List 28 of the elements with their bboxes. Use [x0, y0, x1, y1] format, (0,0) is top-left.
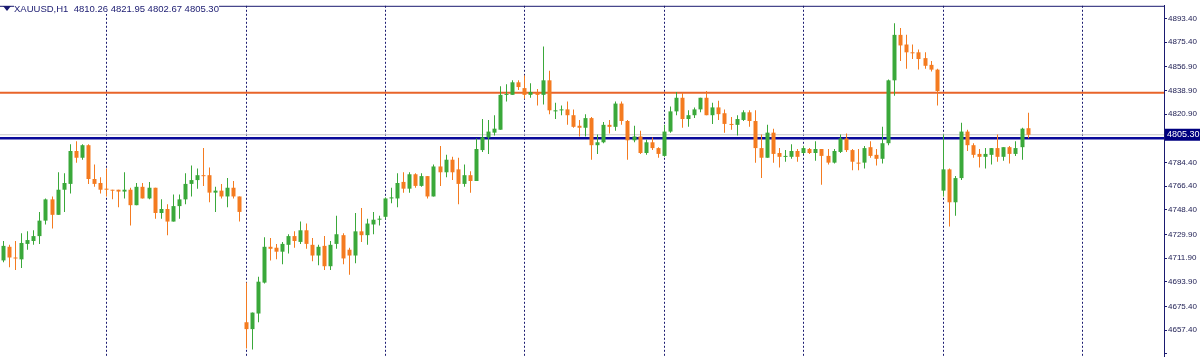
y-tick-label: 4729.90	[1168, 229, 1198, 239]
candlestick	[201, 148, 206, 186]
candlestick	[856, 149, 861, 171]
candlestick	[377, 215, 382, 226]
candlestick	[504, 84, 509, 102]
candlestick	[213, 186, 218, 212]
y-tick-label: 4748.40	[1168, 205, 1198, 215]
y-tick-label: 4893.40	[1168, 13, 1198, 23]
y-tick-label: 4784.40	[1168, 157, 1198, 167]
y-tick-label: 4875.40	[1168, 37, 1198, 47]
chart-title: XAUUSD,H1 4810.26 4821.95 4802.67 4805.30	[14, 3, 219, 14]
candlestick	[13, 240, 18, 271]
y-tick-label: 4838.90	[1168, 85, 1198, 95]
candlestick	[268, 238, 273, 261]
y-tick-label: 4657.40	[1168, 325, 1198, 335]
candlestick	[783, 150, 788, 162]
y-tick-label: 4820.90	[1168, 109, 1198, 119]
candlestick	[553, 102, 558, 120]
y-tick-label: 4693.90	[1168, 277, 1198, 287]
y-tick-label: 4675.40	[1168, 301, 1198, 311]
y-tick-label: 4711.90	[1168, 253, 1197, 263]
candlestick	[104, 168, 109, 197]
y-tick-label: 4856.90	[1168, 61, 1198, 71]
candlestick	[729, 117, 734, 130]
candlestick	[389, 187, 394, 204]
ref-line-label: 4805.30	[1167, 129, 1200, 140]
y-tick-label: 4766.40	[1168, 181, 1198, 191]
candlestick	[122, 172, 127, 199]
